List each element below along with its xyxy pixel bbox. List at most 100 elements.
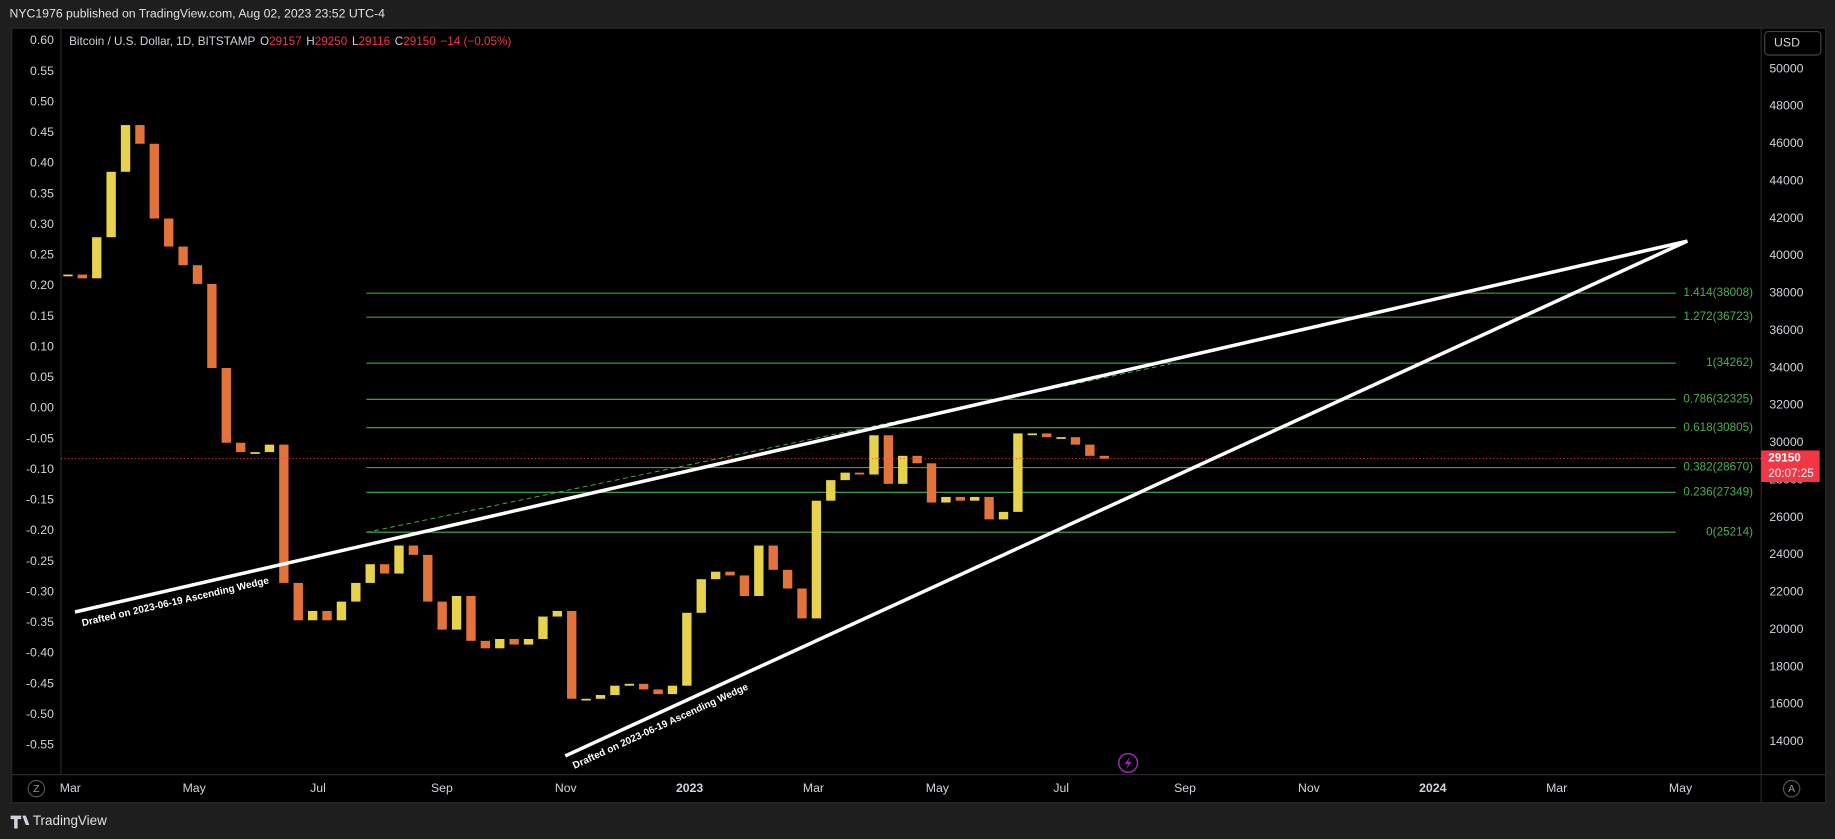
- candle: [984, 496, 994, 520]
- wedge-lower: [564, 239, 1689, 758]
- x-tick-label: May: [183, 781, 207, 795]
- candle: [92, 237, 102, 279]
- zoom-label[interactable]: Z: [33, 783, 40, 795]
- x-tick-label: Jul: [310, 781, 326, 795]
- y-tick-label: 42000: [1769, 211, 1803, 225]
- price-tag-countdown: 20:07:25: [1768, 467, 1814, 480]
- x-tick-label: Mar: [803, 781, 824, 795]
- candle: [322, 610, 332, 621]
- ohlc-value: 29150: [403, 35, 436, 48]
- candle: [768, 545, 778, 570]
- candle: [754, 545, 764, 596]
- candle: [437, 601, 447, 630]
- candle: [207, 283, 217, 369]
- ohlc-value: 29116: [358, 35, 390, 48]
- y-tick-label: 48000: [1769, 99, 1803, 113]
- currency-button[interactable]: [1764, 31, 1822, 56]
- candle: [782, 569, 793, 589]
- candle: [624, 683, 634, 686]
- candle: [149, 143, 160, 219]
- candle: [495, 638, 505, 649]
- y-tick-label: 30000: [1769, 435, 1803, 449]
- y2-tick-label: 0.20: [30, 278, 54, 292]
- candle: [365, 564, 375, 583]
- y-tick-label: 22000: [1769, 585, 1803, 599]
- candle: [725, 571, 735, 576]
- candle: [639, 683, 649, 690]
- y2-tick-label: -0.40: [26, 646, 54, 660]
- candle: [797, 588, 807, 619]
- y2-tick-label: -0.20: [26, 523, 54, 537]
- y-tick-label: 16000: [1769, 697, 1803, 711]
- candle: [351, 582, 361, 602]
- price-tag: [1761, 450, 1820, 483]
- y-tick-label: 26000: [1769, 510, 1803, 524]
- y2-tick-label: 0.55: [30, 64, 54, 78]
- candle: [394, 545, 404, 574]
- y-tick-label: 38000: [1769, 286, 1803, 300]
- zoom-button[interactable]: [27, 779, 46, 798]
- candle: [236, 442, 246, 453]
- y-tick-label: 32000: [1769, 398, 1803, 412]
- y2-tick-label: -0.30: [26, 584, 54, 598]
- y2-tick-label: -0.55: [26, 737, 54, 751]
- candle: [63, 274, 73, 277]
- logo-icon: [10, 815, 30, 829]
- x-tick-label: Nov: [1298, 781, 1321, 795]
- fib-label: 1.414(38008): [1683, 286, 1753, 299]
- fib-label: 0.786(32325): [1683, 392, 1753, 405]
- currency[interactable]: USD: [1774, 36, 1800, 50]
- candle: [264, 444, 275, 453]
- candle: [581, 698, 591, 701]
- y-tick-label: 50000: [1769, 61, 1803, 75]
- candle: [451, 595, 462, 630]
- y2-tick-label: 0.25: [30, 248, 54, 262]
- wedge-upper: [74, 239, 1688, 614]
- events-icon[interactable]: [1118, 752, 1139, 774]
- symbol: Bitcoin / U.S. Dollar, 1D, BITSTAMP: [69, 35, 255, 48]
- candle: [941, 496, 951, 503]
- y-tick-label: 40000: [1769, 248, 1803, 262]
- candle: [811, 500, 822, 619]
- candle: [106, 171, 116, 238]
- ohlc-value: 29250: [315, 35, 348, 48]
- candle: [869, 435, 879, 475]
- price-tag-value: 29150: [1768, 452, 1801, 465]
- candle: [696, 579, 706, 613]
- y-tick-label: 24000: [1769, 547, 1803, 561]
- candle: [120, 125, 131, 172]
- candle: [1070, 437, 1081, 445]
- candle: [1027, 433, 1037, 436]
- fib-label: 1(34262): [1706, 356, 1753, 369]
- candle: [552, 610, 563, 617]
- x-tick-label: Mar: [60, 781, 81, 795]
- candle: [667, 685, 678, 695]
- candle: [279, 444, 289, 583]
- candle: [423, 554, 433, 602]
- y2-tick-label: -0.05: [26, 431, 54, 445]
- ohlc-key: O: [260, 35, 269, 48]
- candle: [178, 246, 188, 266]
- candle: [408, 545, 419, 555]
- events-bolt: [1124, 755, 1132, 770]
- y2-tick-label: 0.30: [30, 217, 54, 231]
- auto-button[interactable]: [1782, 779, 1801, 798]
- candle: [480, 640, 491, 649]
- x-tick-label: Jul: [1053, 781, 1069, 795]
- y2-tick-label: 0.45: [30, 125, 54, 139]
- x-tick-label: May: [1669, 781, 1693, 795]
- fib-label: 0.618(30805): [1683, 421, 1753, 434]
- auto-label[interactable]: A: [1788, 783, 1795, 795]
- y-tick-label: 44000: [1769, 173, 1803, 187]
- candle: [710, 571, 721, 580]
- candle: [164, 218, 174, 247]
- ohlc-key: H: [306, 35, 314, 48]
- candle: [523, 638, 534, 645]
- x-tick-label: Sep: [1174, 781, 1196, 795]
- y2-tick-label: 0.50: [30, 94, 54, 108]
- candle: [1056, 437, 1066, 439]
- candle: [538, 616, 548, 639]
- candle: [77, 274, 88, 279]
